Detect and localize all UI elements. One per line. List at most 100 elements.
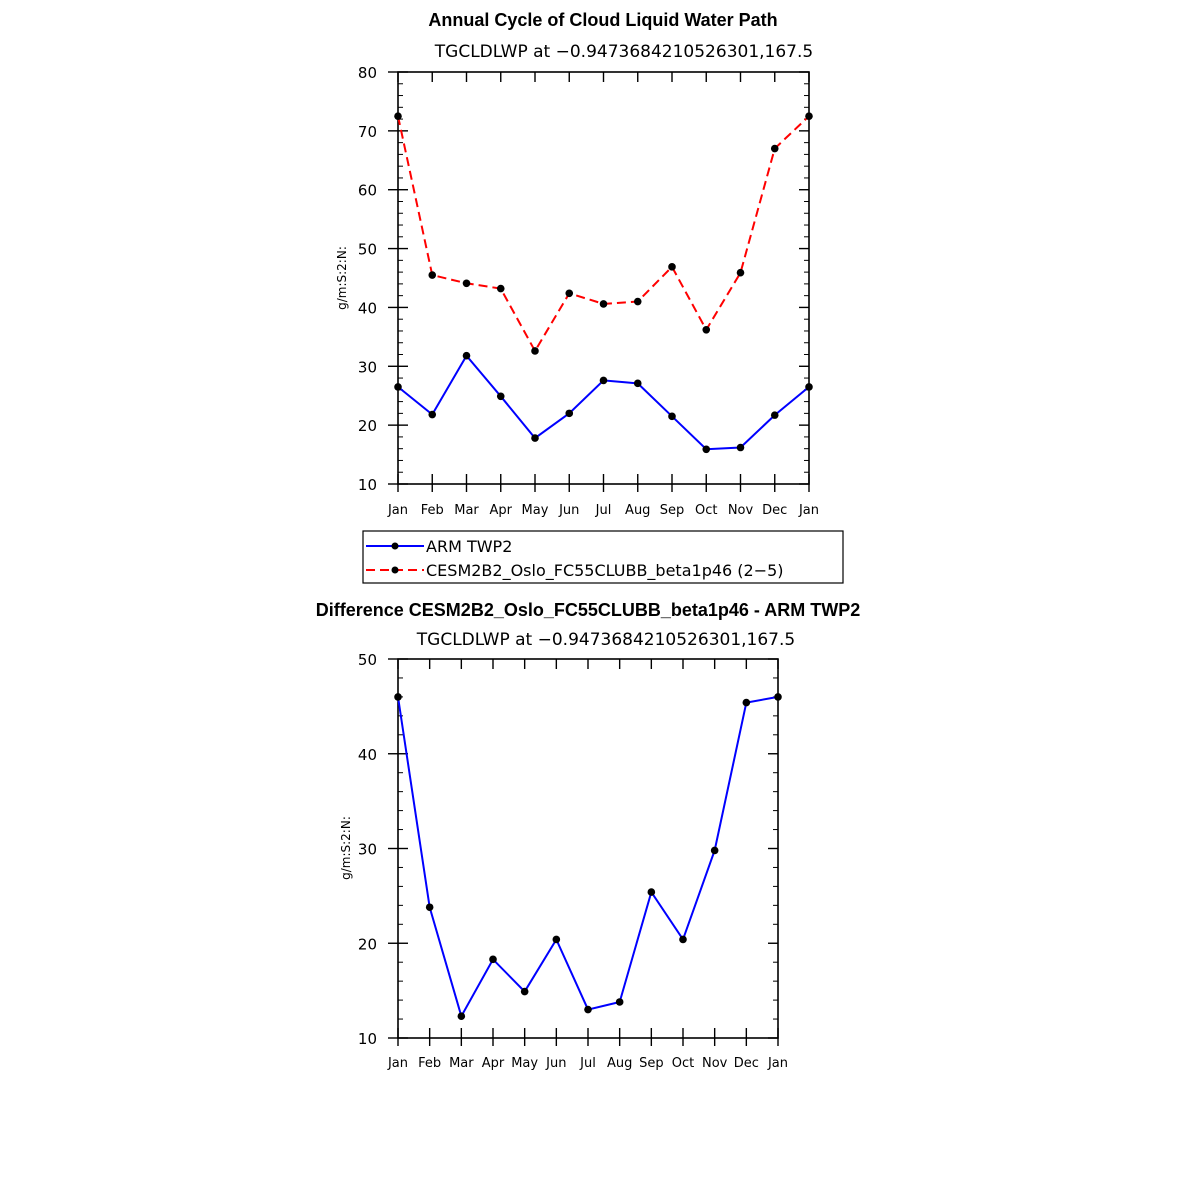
data-point-0 — [428, 410, 437, 419]
x-tick-labels: Jan Feb Mar Apr May Jun Jul Aug Sep Oct Nov Dec Jan — [387, 503, 819, 518]
data-point-0 — [520, 987, 529, 996]
plot-frame — [397, 71, 810, 485]
data-point-0 — [679, 935, 687, 944]
x-tick-label: Aug — [607, 1056, 632, 1071]
x-tick-label: Dec — [762, 503, 787, 518]
data-point-0 — [584, 1005, 592, 1014]
axis-ticks — [388, 658, 779, 1046]
data-point-0 — [702, 445, 711, 454]
data-point-1 — [770, 144, 779, 153]
data-point-0 — [565, 409, 574, 418]
y-tick-labels: 10 20 30 40 50 60 70 80 — [358, 64, 377, 494]
y-tick-label: 50 — [358, 651, 377, 669]
chart-subtitle: TGCLDLWP at −0.9473684210526301,167.5 — [416, 630, 795, 650]
y-tick-label: 60 — [358, 182, 377, 200]
x-tick-label: May — [522, 503, 549, 518]
x-tick-label: Mar — [454, 503, 479, 518]
annual-cycle-chart: Annual Cycle of Cloud Liquid Water Path … — [335, 10, 844, 584]
x-tick-labels: Jan Feb Mar Apr May Jun Jul Aug Sep Oct Nov Dec Jan — [387, 1056, 788, 1071]
x-tick-label: Nov — [728, 503, 754, 518]
y-tick-label: 70 — [358, 123, 377, 141]
y-axis-label: g/m:S:2:N: — [339, 816, 353, 880]
data-point-0 — [668, 412, 676, 421]
data-point-0 — [462, 351, 471, 360]
x-tick-label: Feb — [421, 503, 444, 518]
data-point-0 — [633, 379, 642, 388]
plot-frame — [397, 658, 779, 1039]
legend-marker-cesm — [391, 566, 399, 574]
chart-subtitle: TGCLDLWP at −0.9473684210526301,167.5 — [434, 42, 813, 62]
legend-entry-arm: ARM TWP2 — [366, 537, 512, 556]
x-tick-label: Sep — [639, 1056, 664, 1071]
x-tick-label: Jan — [798, 503, 819, 518]
legend-label-arm: ARM TWP2 — [426, 537, 512, 556]
y-tick-label: 20 — [358, 417, 377, 435]
data-point-1 — [668, 263, 676, 271]
x-tick-label: Mar — [449, 1056, 474, 1071]
data-point-0 — [615, 998, 624, 1006]
x-tick-label: Nov — [702, 1056, 728, 1071]
x-tick-label: May — [511, 1056, 538, 1071]
x-tick-label: Sep — [660, 503, 685, 518]
x-tick-label: Oct — [672, 1056, 694, 1071]
y-axis-label: g/m:S:2:N: — [335, 246, 349, 310]
data-point-0 — [736, 443, 745, 452]
data-point-0 — [496, 392, 505, 401]
chart-title: Difference CESM2B2_Oslo_FC55CLUBB_beta1p… — [316, 600, 860, 620]
data-point-0 — [394, 693, 402, 701]
x-tick-label: Jun — [545, 1056, 566, 1071]
data-point-0 — [647, 888, 656, 896]
data-point-1 — [428, 271, 437, 279]
x-tick-label: Jan — [387, 1056, 408, 1071]
x-tick-label: Jan — [387, 503, 408, 518]
data-point-1 — [565, 289, 574, 298]
x-tick-label: Aug — [625, 503, 650, 518]
data-point-0 — [425, 903, 434, 912]
legend-label-cesm: CESM2B2_Oslo_FC55CLUBB_beta1p46 (2−5) — [426, 561, 784, 581]
data-point-1 — [462, 279, 471, 288]
y-tick-label: 40 — [358, 746, 377, 764]
x-tick-label: Jul — [595, 503, 612, 518]
y-tick-label: 10 — [358, 1030, 377, 1048]
y-tick-label: 50 — [358, 241, 377, 259]
y-tick-label: 40 — [358, 299, 377, 317]
data-point-1 — [702, 325, 711, 334]
data-point-1 — [531, 347, 539, 355]
data-point-1 — [394, 112, 402, 120]
data-point-1 — [805, 112, 813, 120]
legend: ARM TWP2 CESM2B2_Oslo_FC55CLUBB_beta1p46… — [362, 530, 844, 584]
series-group — [394, 693, 782, 1021]
legend-entry-cesm: CESM2B2_Oslo_FC55CLUBB_beta1p46 (2−5) — [366, 561, 784, 581]
data-point-0 — [394, 383, 402, 391]
data-point-1 — [599, 300, 608, 308]
y-tick-label: 30 — [358, 358, 377, 376]
x-tick-label: Jul — [579, 1056, 596, 1071]
data-point-0 — [805, 383, 813, 391]
series-line-0 — [397, 695, 779, 1019]
series-group — [394, 112, 813, 454]
data-point-1 — [496, 284, 505, 293]
axis-ticks — [388, 71, 810, 492]
x-tick-label: Apr — [490, 503, 513, 518]
x-tick-label: Jan — [767, 1056, 788, 1071]
data-point-0 — [770, 411, 779, 419]
data-point-0 — [552, 935, 561, 944]
data-point-1 — [633, 297, 642, 306]
y-tick-label: 80 — [358, 64, 377, 82]
x-tick-label: Apr — [482, 1056, 505, 1071]
data-point-0 — [742, 698, 751, 707]
legend-box — [362, 530, 844, 584]
y-tick-label: 20 — [358, 935, 377, 953]
data-point-0 — [457, 1012, 466, 1021]
series-line-0 — [397, 353, 810, 451]
series-line-1 — [397, 115, 810, 353]
data-point-0 — [710, 846, 719, 855]
data-point-0 — [489, 955, 497, 964]
data-point-0 — [531, 434, 539, 442]
x-tick-label: Oct — [695, 503, 717, 518]
y-tick-label: 30 — [358, 841, 377, 859]
data-point-0 — [599, 376, 608, 385]
x-tick-label: Dec — [734, 1056, 759, 1071]
chart-title: Annual Cycle of Cloud Liquid Water Path — [428, 10, 777, 30]
y-tick-labels: 10 20 30 40 50 — [358, 651, 377, 1048]
